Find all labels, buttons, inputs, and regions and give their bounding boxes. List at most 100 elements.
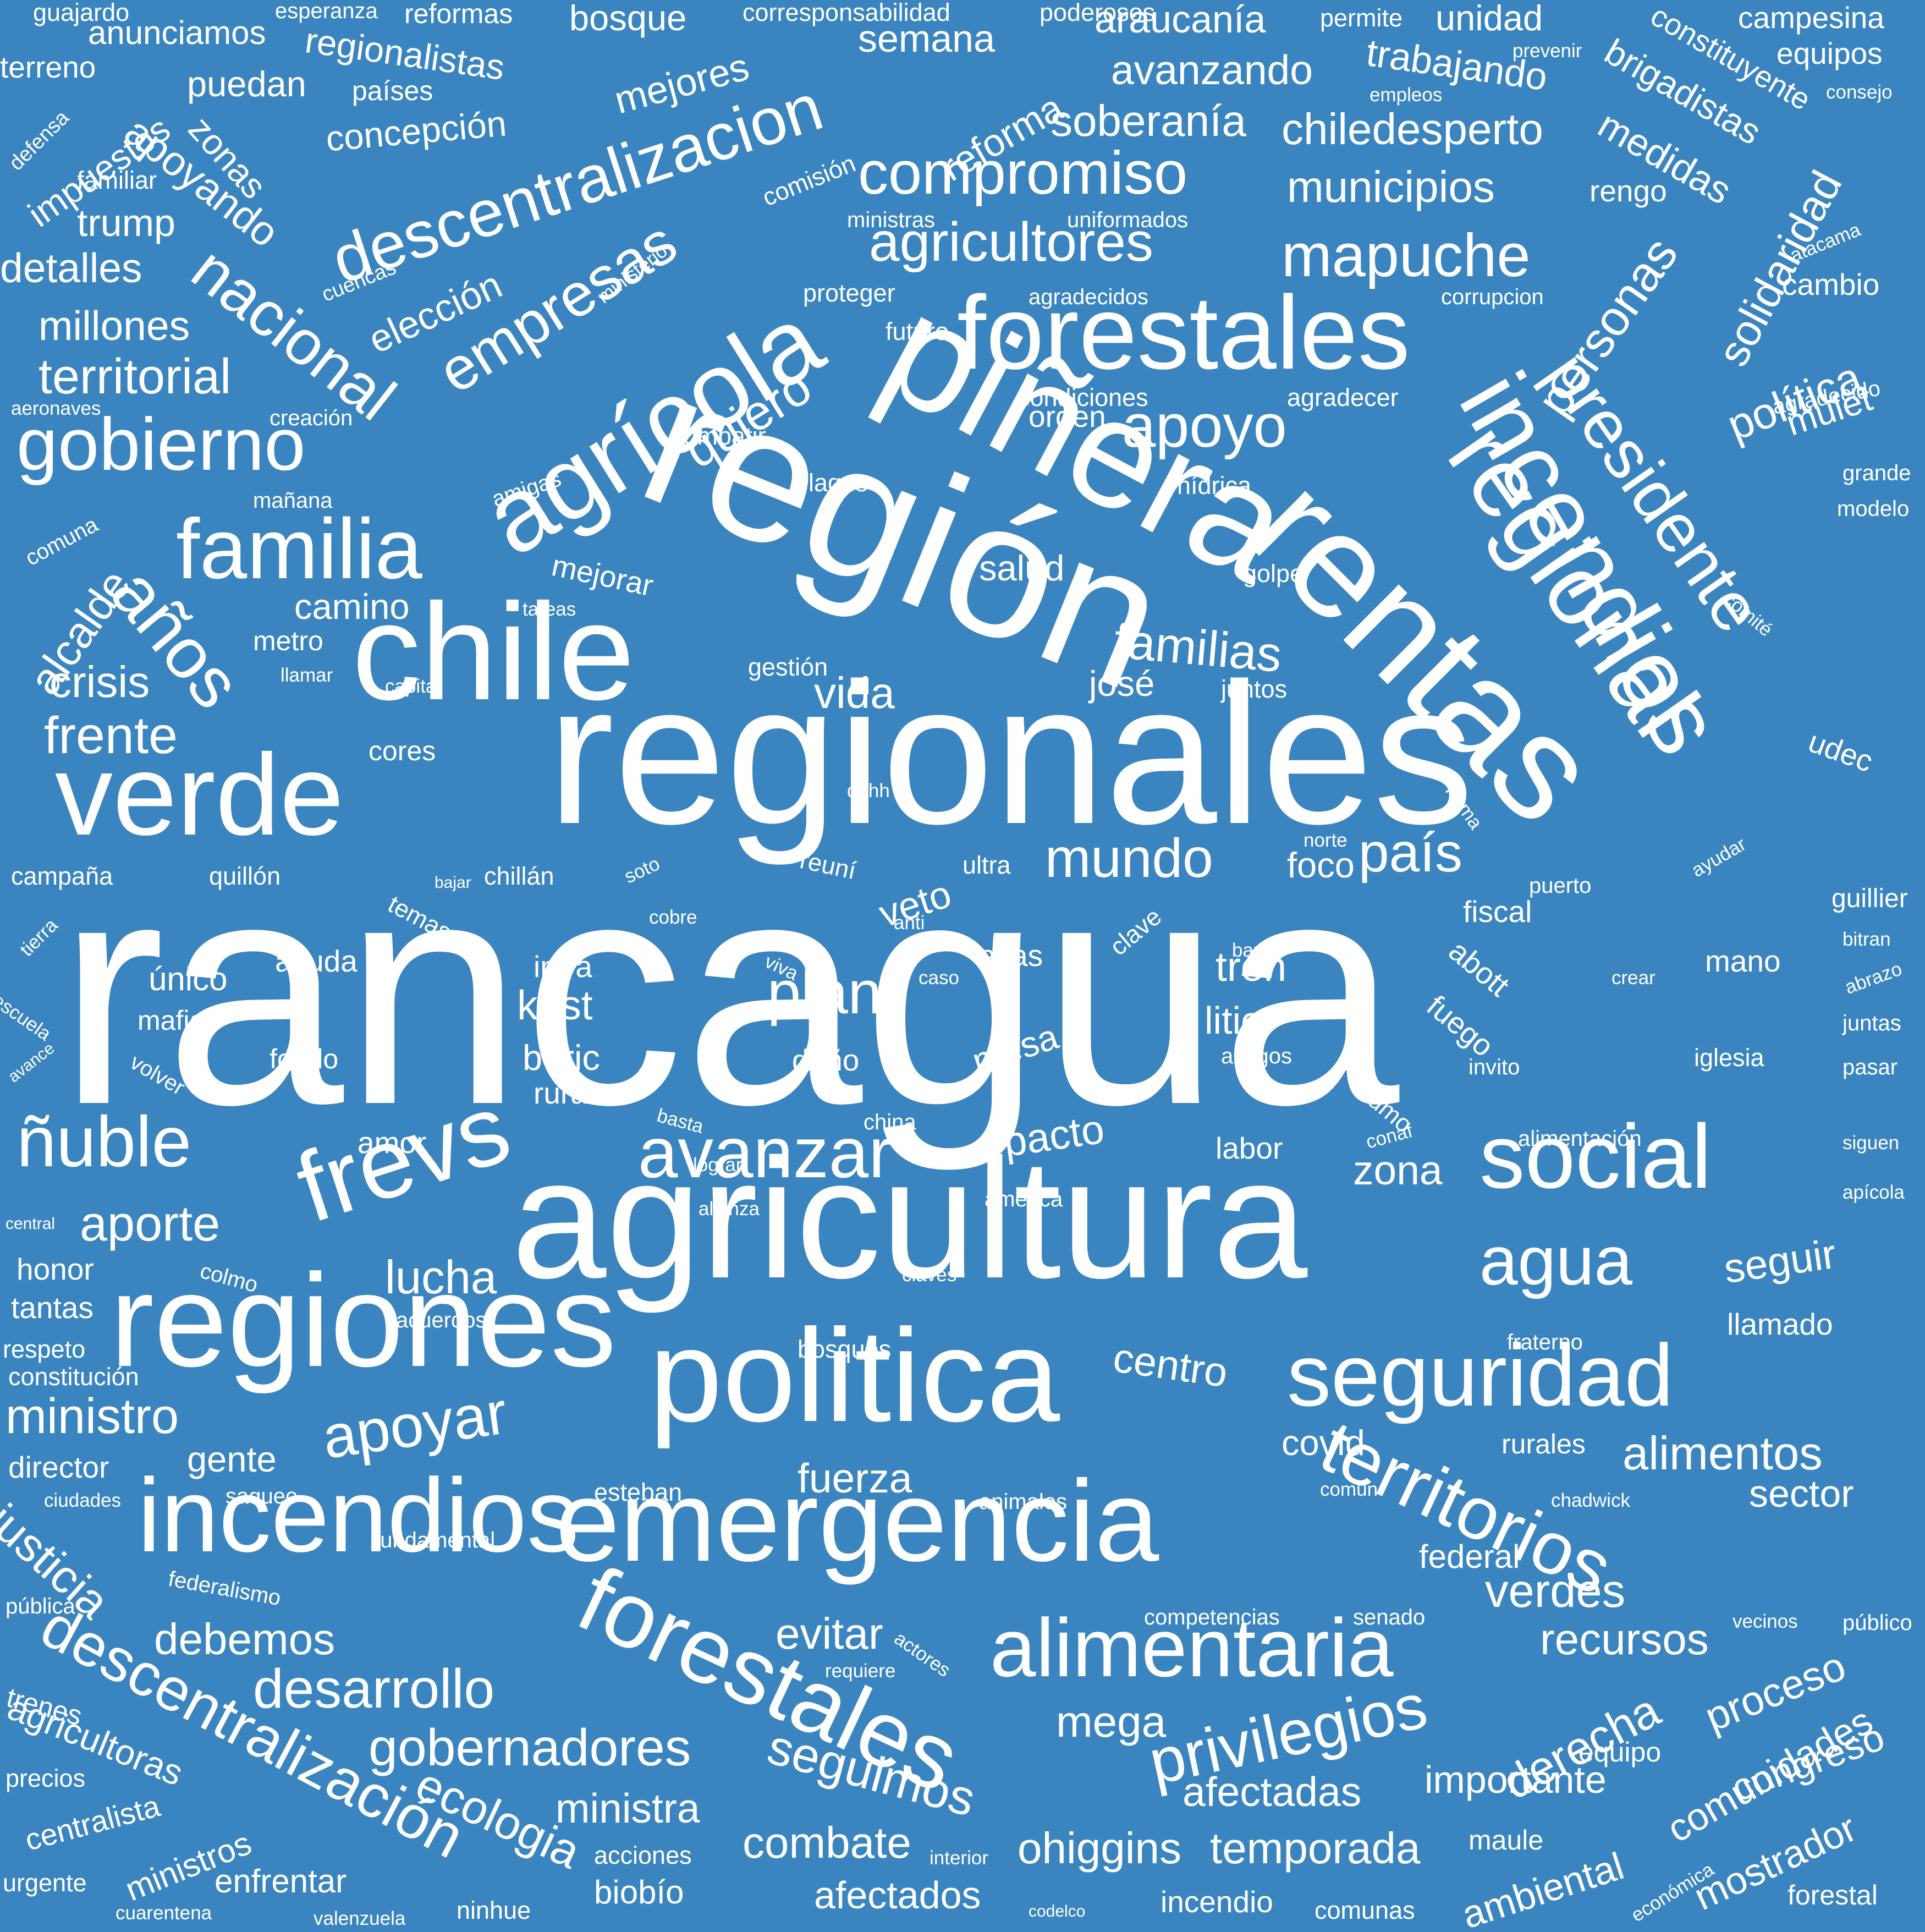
word: avanzando bbox=[1111, 47, 1313, 93]
word: tren bbox=[1216, 943, 1287, 990]
word: ohiggins bbox=[1018, 1824, 1182, 1873]
word: covid bbox=[1282, 1423, 1365, 1463]
word: incendios bbox=[138, 1457, 579, 1574]
word: mafia bbox=[138, 1005, 205, 1036]
word: golpe bbox=[1243, 559, 1304, 588]
word: cuarentena bbox=[116, 1902, 212, 1924]
word: codelco bbox=[1028, 1902, 1086, 1920]
word: países bbox=[352, 75, 433, 106]
word: territorial bbox=[38, 349, 232, 404]
word: público bbox=[1843, 1611, 1912, 1635]
word: mapuche bbox=[1282, 222, 1531, 289]
word: animales bbox=[979, 1490, 1068, 1514]
word: foco bbox=[1287, 845, 1355, 885]
word: juntas bbox=[1843, 1011, 1901, 1035]
word: avance bbox=[4, 1039, 58, 1086]
word: ñuble bbox=[16, 1101, 192, 1182]
word: infra bbox=[534, 949, 592, 984]
word: gestión bbox=[748, 653, 828, 681]
word: gobierno bbox=[16, 403, 306, 486]
word: china bbox=[864, 1110, 916, 1134]
word: chadwick bbox=[1551, 1490, 1630, 1511]
word: municipios bbox=[1287, 162, 1495, 211]
word: reformas bbox=[404, 0, 513, 29]
word: agradecidos bbox=[1028, 285, 1148, 309]
word: creación bbox=[270, 406, 353, 430]
word: bosques bbox=[798, 1335, 892, 1363]
word: grande bbox=[1843, 461, 1911, 485]
word: centralista bbox=[21, 1788, 164, 1858]
word: llamar bbox=[280, 665, 333, 686]
word: labor bbox=[1216, 1131, 1283, 1165]
word: mega bbox=[1056, 1697, 1167, 1746]
word: chile bbox=[352, 575, 635, 728]
word: empleos bbox=[1370, 84, 1443, 106]
word: agricultura bbox=[512, 1123, 1308, 1314]
word: fuego bbox=[1420, 988, 1501, 1063]
word: litio bbox=[1204, 999, 1263, 1042]
word: federal bbox=[1419, 1538, 1520, 1575]
word: esperanza bbox=[275, 0, 378, 23]
word: forestal bbox=[1788, 1880, 1878, 1911]
word: condiciones bbox=[1018, 383, 1148, 411]
word: daño bbox=[792, 1043, 860, 1077]
word: gobernadores bbox=[369, 1719, 691, 1777]
word: senado bbox=[1353, 1605, 1426, 1629]
word: ciudades bbox=[44, 1490, 122, 1511]
word: invito bbox=[1469, 1055, 1520, 1079]
word: campaña bbox=[11, 862, 113, 890]
word: kast bbox=[517, 982, 593, 1028]
word: abrazo bbox=[1842, 958, 1905, 998]
word: hídrica bbox=[1177, 471, 1252, 500]
word: fiscal bbox=[1463, 894, 1532, 929]
word: ayudar bbox=[1688, 833, 1750, 882]
word: crisis bbox=[50, 657, 150, 706]
word: importante bbox=[1425, 1758, 1607, 1801]
word: altas bbox=[979, 938, 1043, 973]
word: interior bbox=[930, 1847, 988, 1869]
word: aporte bbox=[80, 1196, 221, 1252]
word: caso bbox=[919, 967, 959, 989]
word: amor bbox=[358, 1126, 427, 1160]
word: ayuda bbox=[275, 944, 358, 978]
word: comuna bbox=[21, 512, 102, 571]
word: campesina bbox=[1738, 1, 1884, 35]
word: común bbox=[1320, 1479, 1378, 1500]
word: udec bbox=[1804, 724, 1878, 779]
word: urgente bbox=[3, 1869, 87, 1897]
word: comunas bbox=[1314, 1896, 1415, 1924]
word: millones bbox=[38, 303, 190, 349]
word: uniformados bbox=[1067, 208, 1189, 232]
word: orden bbox=[1028, 399, 1106, 433]
word: director bbox=[8, 1450, 109, 1484]
word: lucha bbox=[385, 1252, 497, 1304]
word: social bbox=[1480, 1106, 1712, 1207]
word: bitran bbox=[1843, 929, 1891, 950]
word: alimentación bbox=[1518, 1127, 1642, 1151]
word: escuela bbox=[0, 989, 55, 1045]
word: emergencia bbox=[556, 1456, 1159, 1585]
word: fundamental bbox=[374, 1528, 496, 1552]
word: josé bbox=[1089, 663, 1155, 704]
word: compromiso bbox=[858, 139, 1188, 207]
word: central bbox=[6, 1215, 56, 1233]
word: apoyo bbox=[1122, 392, 1287, 460]
word: plan bbox=[767, 959, 882, 1027]
word: tareas bbox=[522, 599, 576, 620]
word: capital bbox=[385, 676, 441, 697]
word: fondo bbox=[270, 1044, 339, 1074]
word: soberanía bbox=[1050, 96, 1246, 145]
word: comisión bbox=[758, 149, 860, 212]
word: verde bbox=[55, 730, 344, 859]
word: mundo bbox=[1045, 827, 1213, 889]
word: incendio bbox=[1160, 1885, 1273, 1919]
word: regionales bbox=[547, 642, 1474, 866]
word: abott bbox=[1442, 933, 1516, 1003]
word: llamado bbox=[1727, 1307, 1833, 1341]
word: mañana bbox=[253, 489, 333, 513]
word: futuro bbox=[886, 317, 949, 345]
word: ambiental bbox=[1456, 1844, 1629, 1932]
word: federalismo bbox=[166, 1567, 283, 1611]
word: rancagua bbox=[58, 811, 1400, 1171]
word: cobre bbox=[649, 907, 697, 928]
